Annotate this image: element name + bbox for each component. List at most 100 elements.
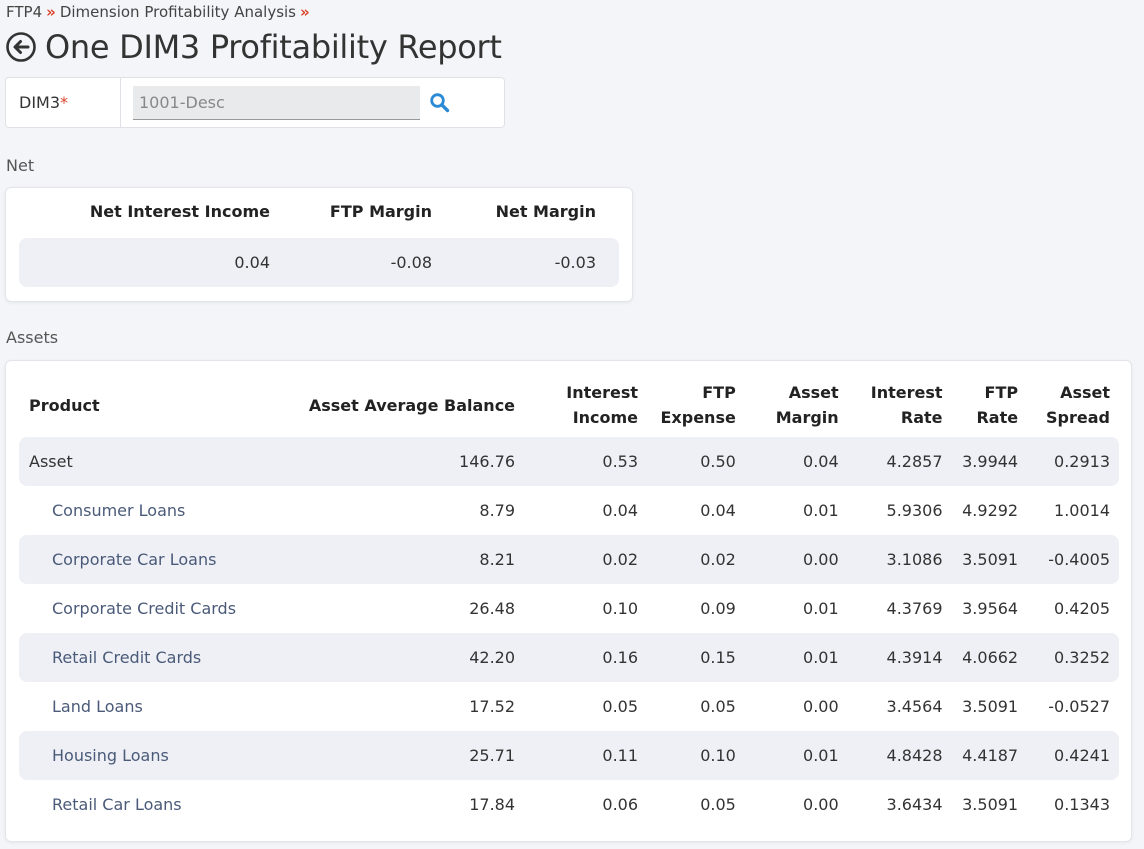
ftp-rate-cell: 4.0662 (942, 633, 1019, 682)
ftp-expense-cell: 0.04 (700, 501, 736, 520)
ftp-margin-header: FTP Margin (329, 202, 432, 221)
dim3-label-text: DIM3 (19, 93, 61, 112)
balance-cell: 25.71 (271, 731, 516, 780)
interest-rate-cell: 4.3769 (886, 599, 943, 618)
interest-rate-cell: 3.4564 (886, 697, 943, 716)
dim3-input-wrap (121, 78, 451, 127)
interest-rate-cell: 5.9306 (886, 501, 943, 520)
breadcrumb-item-ftp4[interactable]: FTP4 (6, 3, 43, 21)
asset-margin-cell: 0.00 (735, 535, 839, 584)
table-row[interactable]: Retail Car Loans 17.84 0.06 0.05 0.00 3.6434 3… (19, 780, 1119, 829)
dim3-input[interactable] (133, 85, 420, 120)
asset-spread-cell: 0.1343 (1054, 795, 1110, 814)
ftp-rate-cell: 3.9944 (942, 437, 1019, 486)
asset-average-balance-header[interactable]: Asset Average Balance (308, 395, 516, 415)
product-cell: Housing Loans (19, 731, 272, 780)
product-cell: Consumer Loans (52, 501, 186, 520)
asset-spread-cell: 1.0014 (1054, 501, 1110, 520)
asset-spread-cell: 0.2913 (1018, 437, 1119, 486)
net-interest-income-value: 0.04 (234, 253, 270, 272)
header-line: FTP (702, 383, 736, 402)
product-cell: Corporate Credit Cards (52, 599, 237, 618)
table-row[interactable]: Land Loans 17.52 0.05 0.05 0.00 3.4564 3.5091 -… (19, 682, 1119, 731)
asset-margin-cell: 0.00 (803, 697, 839, 716)
table-row[interactable]: Corporate Car Loans 8.21 0.02 0.02 0.00 3.108… (19, 535, 1119, 584)
balance-cell: 146.76 (271, 437, 516, 486)
interest-income-cell: 0.04 (602, 501, 639, 520)
balance-cell: 17.52 (469, 697, 516, 716)
asset-spread-cell: 0.3252 (1018, 633, 1119, 682)
assets-card: Product Asset Average Balance Interest In… (5, 360, 1132, 842)
page-title: One DIM3 Profitability Report (45, 28, 502, 66)
asset-margin-cell: 0.01 (803, 501, 839, 520)
ftp-margin-value: -0.08 (390, 253, 432, 272)
net-margin-header: Net Margin (495, 202, 596, 221)
assets-section-label: Assets (6, 328, 59, 347)
header-line: Asset (788, 383, 839, 402)
ftp-rate-cell: 3.5091 (962, 795, 1019, 814)
net-section-label: Net (6, 156, 35, 175)
dim3-filter: DIM3 * (5, 77, 505, 128)
table-row[interactable]: Corporate Credit Cards 26.48 0.10 0.09 0.01 4… (19, 584, 1119, 633)
asset-margin-header[interactable]: Asset Margin (736, 373, 839, 437)
table-row-total[interactable]: Asset 146.76 0.53 0.50 0.04 4.2857 3.9944 0.291… (19, 437, 1119, 486)
ftp-expense-cell: 0.05 (700, 697, 736, 716)
interest-income-cell: 0.16 (515, 633, 639, 682)
ftp-rate-cell: 3.5091 (962, 697, 1019, 716)
header-line: FTP (984, 383, 1019, 402)
header-line: Rate (976, 408, 1019, 427)
ftp-rate-cell: 3.9564 (962, 599, 1019, 618)
balance-cell: 42.20 (271, 633, 516, 682)
interest-rate-cell: 4.2857 (838, 437, 943, 486)
back-arrow-icon[interactable] (5, 31, 37, 63)
ftp-rate-cell: 3.5091 (942, 535, 1019, 584)
net-margin-value: -0.03 (554, 253, 596, 272)
product-cell: Retail Credit Cards (19, 633, 272, 682)
ftp-expense-cell: 0.50 (638, 437, 736, 486)
interest-rate-header[interactable]: Interest Rate (839, 373, 943, 437)
interest-income-cell: 0.06 (602, 795, 639, 814)
interest-income-header[interactable]: Interest Income (515, 373, 638, 437)
breadcrumb-separator: » (300, 3, 310, 21)
product-cell: Land Loans (52, 697, 143, 716)
ftp-expense-cell: 0.02 (638, 535, 736, 584)
header-line: Income (572, 408, 639, 427)
asset-spread-header[interactable]: Asset Spread (1018, 373, 1119, 437)
header-line: Rate (900, 408, 943, 427)
ftp-expense-header[interactable]: FTP Expense (638, 373, 736, 437)
net-interest-income-header: Net Interest Income (89, 202, 270, 221)
breadcrumb-item-dimension-profitability[interactable]: Dimension Profitability Analysis (59, 3, 296, 21)
ftp-expense-cell: 0.09 (700, 599, 736, 618)
header-line: Interest (566, 383, 639, 402)
balance-cell: 17.84 (469, 795, 516, 814)
interest-rate-cell: 4.3914 (838, 633, 943, 682)
search-icon[interactable] (429, 92, 451, 114)
table-row[interactable]: Consumer Loans 8.79 0.04 0.04 0.01 5.9306 4.92… (19, 486, 1119, 535)
interest-income-cell: 0.53 (515, 437, 639, 486)
interest-rate-cell: 4.8428 (838, 731, 943, 780)
interest-income-cell: 0.02 (515, 535, 639, 584)
dim3-label: DIM3 * (6, 78, 121, 127)
product-cell: Asset (19, 437, 272, 486)
asset-margin-cell: 0.00 (803, 795, 839, 814)
header-line: Margin (775, 408, 839, 427)
table-row[interactable]: Housing Loans 25.71 0.11 0.10 0.01 4.8428 4.41… (19, 731, 1119, 780)
net-card: Net Interest Income FTP Margin Net Margi… (5, 187, 633, 302)
product-cell: Retail Car Loans (52, 795, 182, 814)
asset-margin-cell: 0.01 (735, 731, 839, 780)
header-line: Spread (1046, 408, 1110, 427)
ftp-expense-cell: 0.10 (638, 731, 736, 780)
required-mark: * (60, 93, 69, 112)
product-cell: Corporate Car Loans (19, 535, 272, 584)
ftp-expense-cell: 0.05 (700, 795, 736, 814)
assets-header-row: Product Asset Average Balance Interest In… (19, 373, 1119, 437)
asset-spread-cell: 0.4241 (1018, 731, 1119, 780)
table-row[interactable]: Retail Credit Cards 42.20 0.16 0.15 0.01 4.39… (19, 633, 1119, 682)
breadcrumb-separator: » (46, 3, 56, 21)
ftp-rate-header[interactable]: FTP Rate (943, 373, 1019, 437)
net-values-row: 0.04 -0.08 -0.03 (19, 238, 619, 287)
product-header[interactable]: Product (29, 395, 100, 415)
balance-cell: 8.79 (479, 501, 516, 520)
asset-margin-cell: 0.04 (735, 437, 839, 486)
assets-table: Product Asset Average Balance Interest In… (19, 373, 1119, 829)
